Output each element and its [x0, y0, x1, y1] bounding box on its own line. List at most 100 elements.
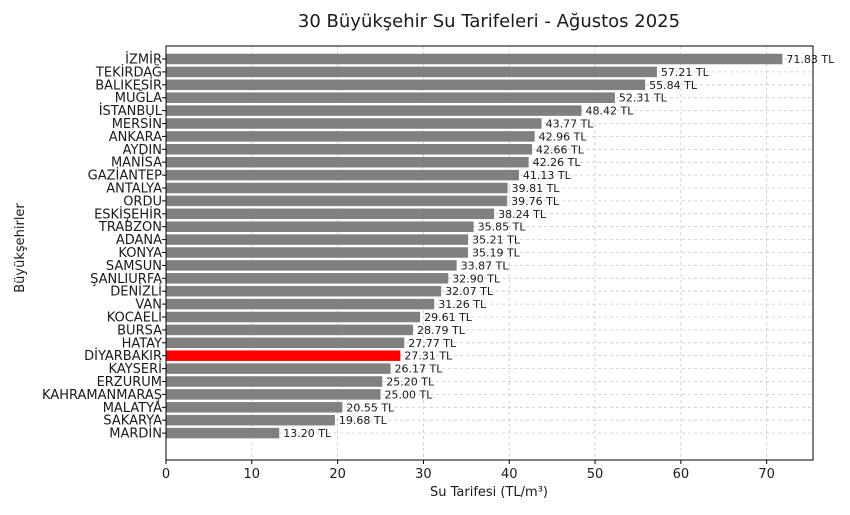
bar — [166, 298, 435, 310]
value-label: 32.90 TL — [452, 272, 501, 285]
bar — [166, 260, 457, 271]
bar — [166, 427, 280, 439]
category-label: MERSİN — [112, 116, 162, 132]
category-label: ANTALYA — [106, 182, 162, 197]
bar — [166, 66, 657, 78]
value-label: 29.61 TL — [424, 311, 473, 324]
category-label: ORDU — [123, 194, 162, 209]
value-label: 35.19 TL — [472, 247, 521, 260]
bar — [166, 402, 343, 413]
category-label: İZMİR — [125, 52, 162, 68]
bar-highlighted — [166, 350, 401, 361]
category-label: KOCAELİ — [107, 310, 162, 326]
bar — [166, 169, 519, 181]
x-tick-label: 50 — [587, 467, 604, 482]
bar — [166, 234, 469, 245]
category-label: MALATYA — [103, 401, 162, 416]
category-label: İSTANBUL — [99, 103, 163, 119]
value-label: 39.76 TL — [511, 195, 560, 208]
bar — [166, 53, 783, 65]
value-label: 43.77 TL — [546, 118, 595, 131]
category-label: ESKİŞEHİR — [94, 206, 162, 222]
axes: İZMİRTEKİRDAĞBALIKESİRMUĞLAİSTANBULMERSİ… — [42, 45, 814, 482]
chart-title: 30 Büyükşehir Su Tarifeleri - Ağustos 20… — [298, 11, 680, 32]
category-label: VAN — [135, 298, 162, 313]
bar — [166, 337, 405, 349]
category-label: ERZURUM — [97, 375, 162, 390]
category-label: TEKİRDAĞ — [95, 64, 162, 80]
value-label: 35.21 TL — [472, 234, 521, 247]
value-label: 25.20 TL — [386, 376, 435, 389]
category-label: ANKARA — [109, 130, 162, 145]
category-label: KONYA — [118, 246, 162, 261]
bar — [166, 208, 495, 220]
value-label: 42.66 TL — [536, 143, 585, 156]
bar — [166, 144, 533, 155]
category-label: BURSA — [117, 323, 162, 338]
value-label: 13.20 TL — [283, 427, 332, 440]
value-label: 26.17 TL — [395, 363, 444, 376]
category-label: ŞANLIURFA — [90, 272, 162, 287]
bar — [166, 79, 646, 91]
bar — [166, 311, 421, 323]
bar — [166, 247, 468, 258]
value-label: 42.96 TL — [539, 130, 588, 143]
category-label: GAZİANTEP — [88, 168, 162, 184]
value-label: 41.13 TL — [523, 169, 572, 182]
category-label: DENİZLİ — [110, 284, 162, 300]
value-label: 52.31 TL — [619, 92, 668, 105]
value-label: 25.00 TL — [385, 388, 434, 401]
bar — [166, 389, 381, 400]
bar — [166, 285, 442, 297]
value-label: 71.83 TL — [786, 53, 835, 66]
value-label: 32.07 TL — [445, 285, 494, 298]
bar — [166, 363, 391, 374]
category-label: AYDIN — [123, 143, 162, 158]
bar — [166, 324, 414, 336]
bar — [166, 376, 383, 387]
category-label: KAYSERİ — [109, 361, 162, 377]
x-axis-title: Su Tarifesi (TL/m³) — [430, 485, 548, 500]
value-label: 19.68 TL — [339, 414, 388, 427]
category-label: HATAY — [122, 336, 162, 351]
bar — [166, 92, 615, 103]
value-label: 38.24 TL — [498, 208, 547, 221]
bar — [166, 195, 508, 207]
category-label: KAHRAMANMARAŞ — [42, 388, 162, 403]
value-label: 57.21 TL — [661, 66, 710, 79]
value-label: 27.31 TL — [404, 350, 453, 363]
value-label: 35.85 TL — [478, 221, 527, 234]
value-label: 31.26 TL — [438, 298, 487, 311]
value-label: 42.26 TL — [533, 156, 582, 169]
x-tick-label: 30 — [415, 467, 432, 482]
category-label: ADANA — [116, 233, 162, 248]
bar — [166, 156, 529, 168]
value-label: 39.81 TL — [512, 182, 561, 195]
bar — [166, 131, 535, 142]
value-label: 28.79 TL — [417, 324, 466, 337]
category-label: TRABZON — [98, 220, 162, 235]
value-label: 55.84 TL — [649, 79, 698, 92]
x-tick-label: 60 — [673, 467, 690, 482]
category-label: SAMSUN — [106, 259, 162, 274]
category-label: DİYARBAKIR — [84, 348, 162, 364]
x-tick-label: 40 — [501, 467, 518, 482]
category-label: MANİSA — [111, 155, 162, 171]
plot-frame — [165, 45, 814, 461]
value-label: 27.77 TL — [408, 337, 457, 350]
bar — [166, 414, 335, 426]
bar — [166, 118, 542, 129]
x-tick-label: 20 — [329, 467, 346, 482]
category-label: BALIKESİR — [95, 77, 162, 93]
value-label: 20.55 TL — [346, 401, 395, 414]
category-label: MARDİN — [109, 426, 162, 442]
value-label: 48.42 TL — [585, 105, 634, 118]
x-tick-label: 0 — [162, 467, 170, 482]
bar — [166, 221, 474, 232]
bar — [166, 105, 582, 116]
category-label: MUĞLA — [115, 90, 162, 106]
x-tick-label: 10 — [244, 467, 261, 482]
